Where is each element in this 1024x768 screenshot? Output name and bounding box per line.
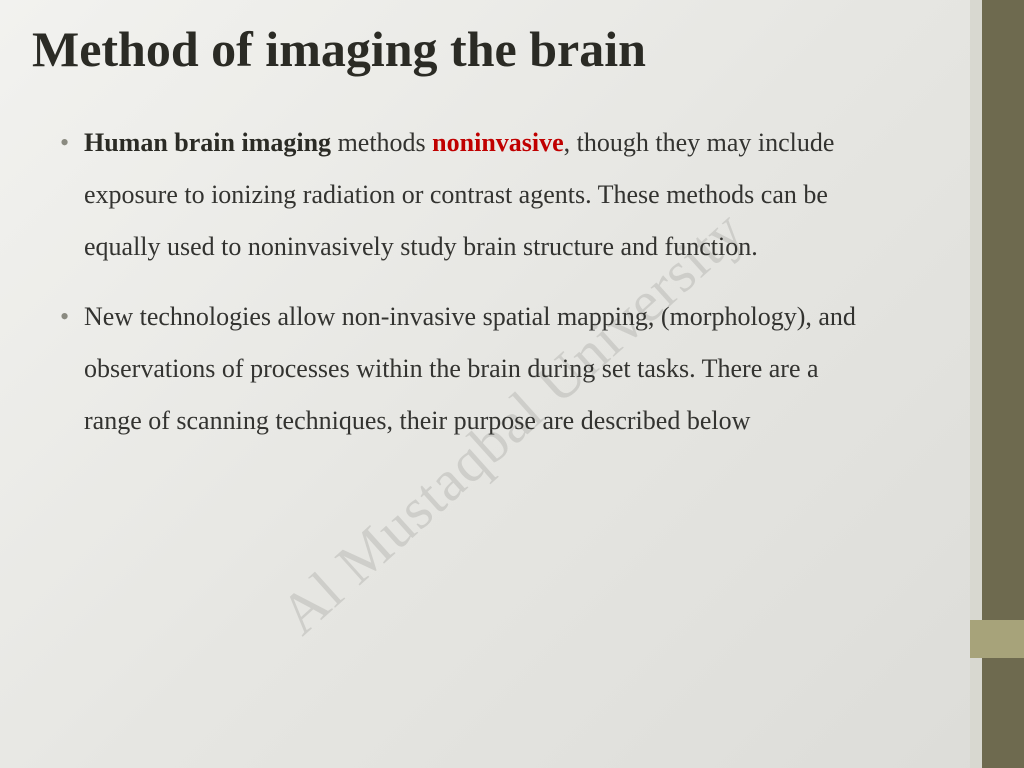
bullet-text: New technologies allow non-invasive spat… xyxy=(84,302,856,435)
slide-title: Method of imaging the brain xyxy=(32,22,952,77)
bullet-item: Human brain imaging methods noninvasive,… xyxy=(60,117,880,273)
accent-block xyxy=(970,620,1024,658)
bullet-plain: methods xyxy=(338,128,433,157)
bullet-item: New technologies allow non-invasive spat… xyxy=(60,291,880,447)
bullet-highlight: noninvasive xyxy=(432,128,564,157)
bullet-list: Human brain imaging methods noninvasive,… xyxy=(60,117,880,447)
presentation-slide: Al Mustaqbal University Method of imagin… xyxy=(0,0,1024,768)
slide-content: Method of imaging the brain Human brain … xyxy=(32,22,952,465)
bullet-bold-lead: Human brain imaging xyxy=(84,128,338,157)
